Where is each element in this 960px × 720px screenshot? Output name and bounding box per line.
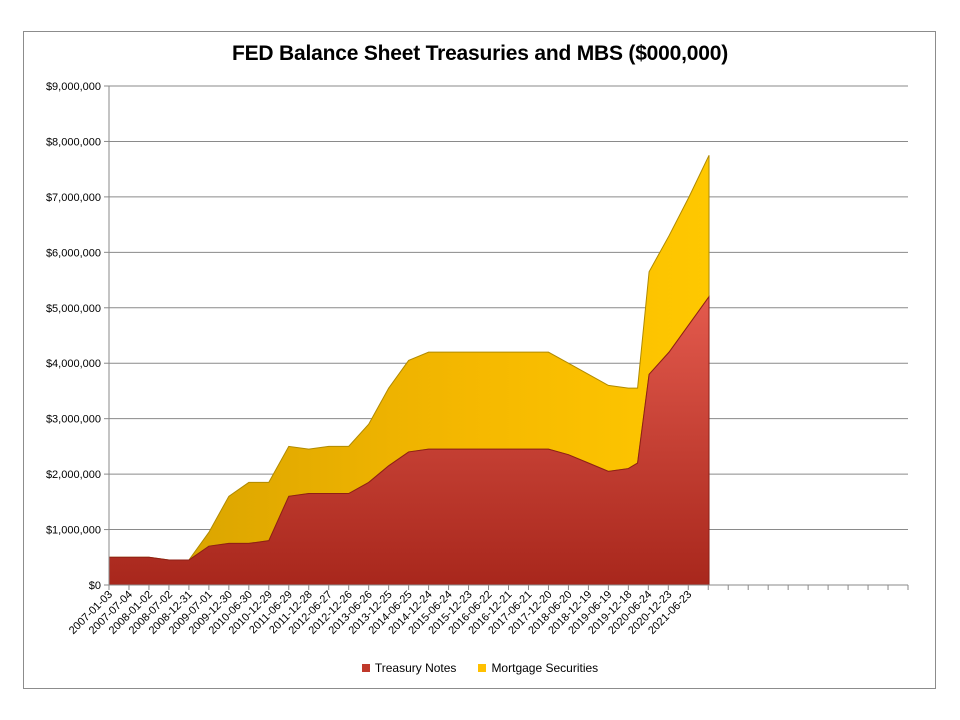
y-tick-label: $9,000,000 [46, 81, 101, 93]
legend-item-mortgage: Mortgage Securities [478, 661, 598, 675]
series-treasury-notes-area [108, 295, 710, 586]
y-tick-label: $1,000,000 [46, 525, 101, 537]
legend-swatch-treasury [361, 664, 370, 672]
legend-swatch-mortgage [478, 664, 487, 672]
legend: Treasury Notes Mortgage Securities [0, 661, 960, 675]
y-tick-label: $2,000,000 [46, 469, 101, 481]
y-tick-label: $0 [89, 580, 101, 592]
y-tick-label: $6,000,000 [46, 247, 101, 259]
y-tick-label: $8,000,000 [46, 136, 101, 148]
y-tick-label: $5,000,000 [46, 303, 101, 315]
chart-title: FED Balance Sheet Treasuries and MBS ($0… [232, 42, 728, 65]
legend-item-treasury: Treasury Notes [361, 661, 457, 675]
y-tick-label: $7,000,000 [46, 192, 101, 204]
legend-label-mortgage: Mortgage Securities [491, 661, 599, 675]
legend-label-treasury: Treasury Notes [374, 661, 457, 675]
y-tick-label: $3,000,000 [46, 414, 101, 426]
y-tick-label: $4,000,000 [46, 358, 101, 370]
